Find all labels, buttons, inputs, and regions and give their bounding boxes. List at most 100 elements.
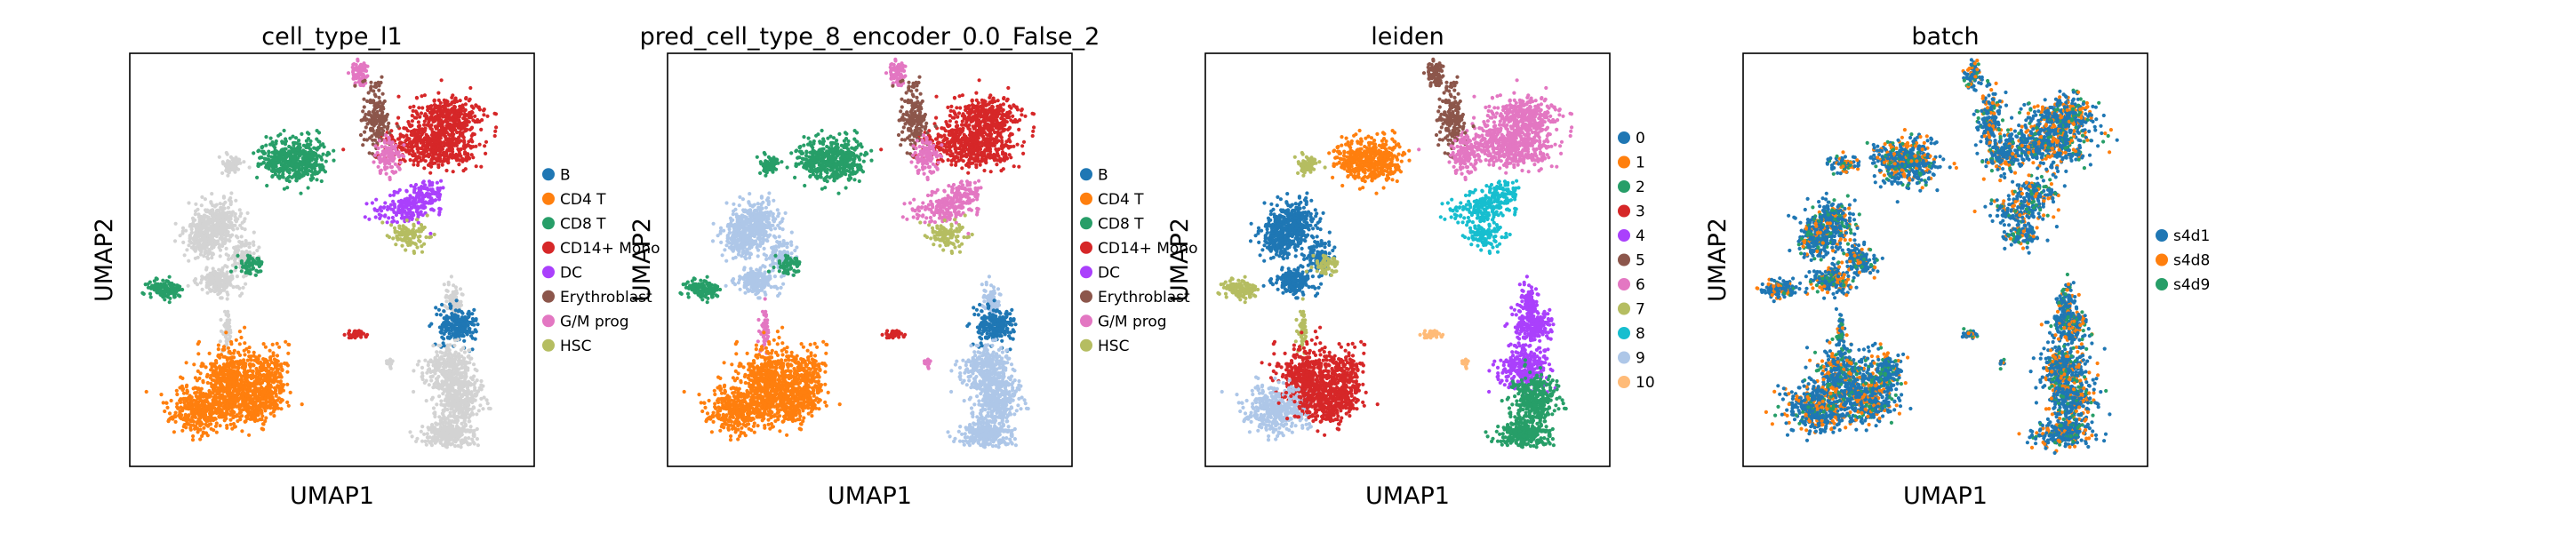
data-point	[225, 283, 228, 287]
data-point	[227, 276, 230, 280]
data-point	[220, 415, 224, 418]
data-point	[412, 369, 415, 372]
data-point	[221, 219, 225, 223]
data-point	[320, 163, 324, 167]
data-point	[305, 139, 308, 143]
data-point	[238, 208, 242, 211]
data-point	[201, 364, 204, 368]
data-point	[250, 262, 253, 266]
data-point	[202, 405, 205, 409]
data-point	[252, 240, 255, 243]
data-point	[205, 291, 209, 295]
data-point	[209, 281, 212, 284]
data-point	[204, 235, 207, 238]
data-point	[462, 339, 466, 343]
data-point	[396, 124, 400, 128]
data-point	[240, 414, 244, 418]
data-point	[266, 395, 269, 399]
data-point	[494, 125, 498, 129]
data-point	[194, 203, 197, 206]
data-point	[234, 247, 237, 251]
data-point	[420, 251, 424, 254]
data-point	[309, 177, 313, 180]
data-point	[439, 313, 443, 316]
data-point	[192, 386, 196, 390]
data-point	[252, 393, 255, 396]
data-point	[440, 328, 444, 331]
data-point	[483, 144, 486, 147]
data-point	[482, 113, 485, 116]
data-point	[272, 166, 276, 170]
data-point	[277, 160, 281, 163]
data-point	[412, 227, 415, 231]
data-point	[287, 343, 291, 346]
data-point	[236, 235, 239, 239]
data-point	[448, 148, 452, 152]
data-point	[444, 169, 448, 172]
data-point	[227, 254, 230, 258]
data-point	[222, 196, 226, 200]
data-point	[483, 107, 486, 111]
data-point	[436, 163, 440, 167]
data-point	[374, 215, 378, 219]
data-point	[222, 405, 226, 409]
data-point	[254, 367, 258, 370]
data-point	[206, 222, 210, 226]
data-point	[180, 429, 184, 433]
data-point	[193, 391, 196, 394]
data-point	[493, 130, 497, 133]
data-point	[406, 129, 410, 132]
data-point	[217, 354, 220, 357]
data-point	[371, 201, 374, 204]
data-point	[428, 139, 431, 143]
data-point	[270, 361, 274, 364]
data-point	[477, 120, 481, 123]
data-point	[447, 126, 451, 130]
data-point	[415, 96, 419, 99]
data-point	[211, 208, 214, 211]
data-point	[473, 115, 476, 118]
data-point	[279, 362, 283, 366]
data-point	[145, 390, 148, 394]
data-point	[260, 163, 263, 166]
data-point	[260, 411, 263, 415]
data-point	[236, 365, 240, 369]
data-point	[452, 115, 456, 118]
data-point	[192, 407, 196, 410]
data-point	[388, 162, 391, 165]
data-point	[196, 402, 199, 405]
data-point	[383, 149, 387, 153]
data-point	[365, 138, 369, 141]
data-point	[188, 234, 192, 237]
data-point	[393, 203, 396, 207]
data-point	[235, 285, 238, 289]
data-point	[236, 274, 239, 278]
data-point	[191, 237, 195, 241]
data-point	[229, 370, 233, 373]
data-point	[227, 369, 230, 372]
data-point	[413, 242, 417, 245]
data-point	[239, 336, 243, 339]
data-point	[243, 326, 246, 330]
data-point	[364, 202, 368, 205]
data-point	[253, 390, 257, 394]
data-point	[394, 230, 397, 234]
data-point	[220, 244, 224, 248]
data-point	[218, 155, 221, 159]
data-point	[231, 360, 235, 363]
data-point	[410, 206, 413, 210]
data-point	[440, 303, 444, 306]
data-point	[202, 215, 205, 219]
data-point	[255, 176, 259, 179]
data-point	[437, 149, 441, 153]
data-point	[246, 242, 250, 245]
data-point	[228, 168, 232, 171]
data-point	[238, 162, 242, 165]
data-point	[405, 219, 409, 222]
data-point	[406, 211, 410, 215]
data-point	[184, 397, 188, 401]
data-point	[464, 145, 468, 148]
data-point	[428, 115, 432, 119]
data-point	[268, 406, 272, 410]
data-point	[188, 239, 191, 243]
